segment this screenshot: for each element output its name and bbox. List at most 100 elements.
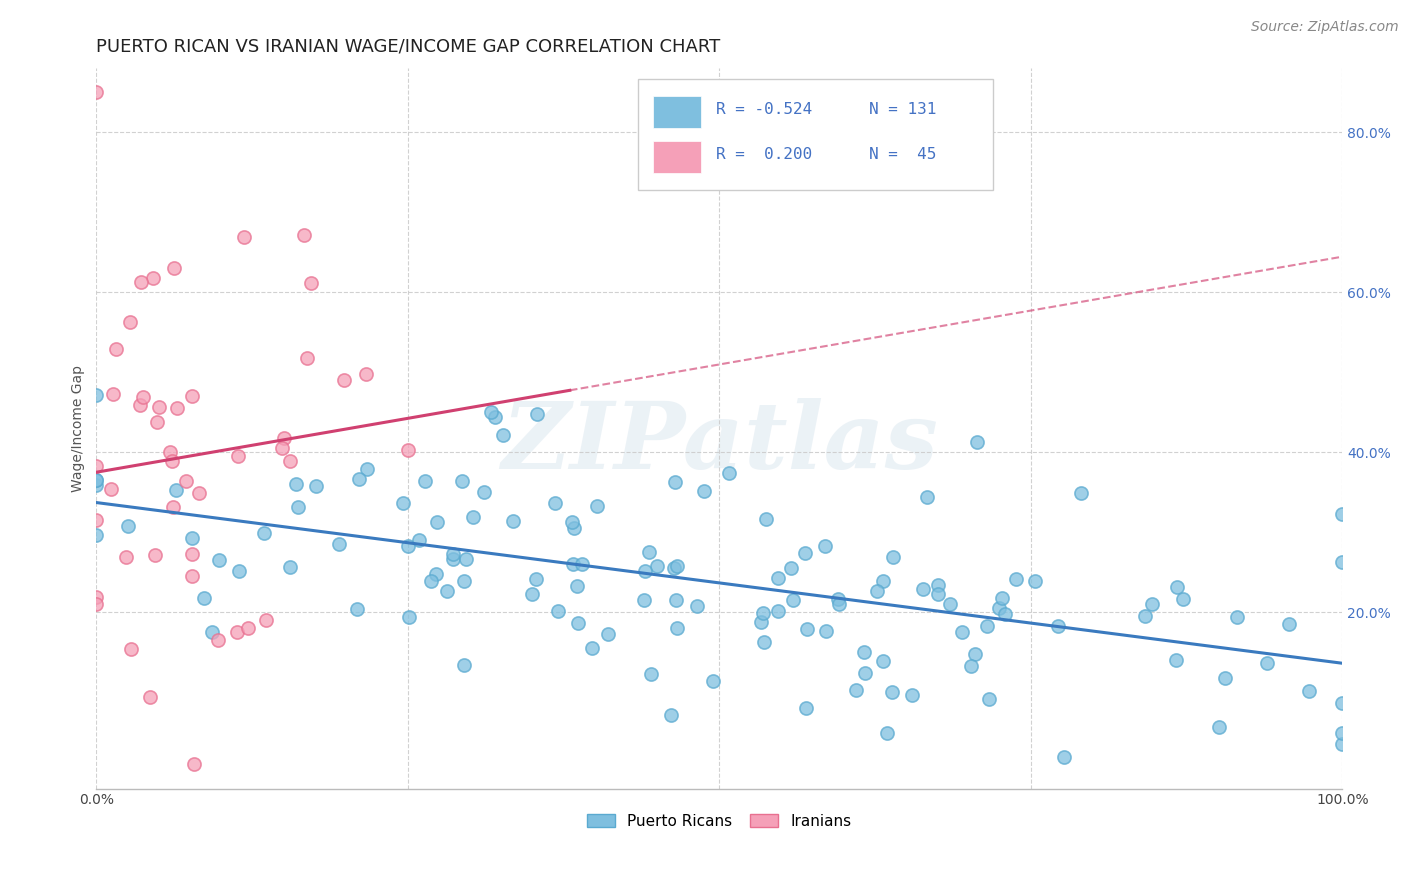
Point: [176, 474, 198, 488]
Point: [780, 561, 803, 575]
Point: [226, 624, 249, 639]
Point: [142, 271, 165, 285]
Point: [484, 410, 506, 425]
Point: [114, 550, 136, 565]
Point: [686, 599, 709, 614]
Point: [396, 539, 419, 553]
Point: [454, 551, 477, 566]
Point: [1331, 555, 1354, 569]
Point: [346, 602, 368, 616]
Point: [120, 315, 142, 329]
Point: [1225, 610, 1247, 624]
Point: [693, 483, 716, 498]
Point: [755, 512, 778, 526]
Point: [520, 587, 543, 601]
Point: [479, 405, 502, 419]
Point: [1140, 597, 1163, 611]
Point: [86, 474, 108, 488]
Point: [193, 591, 215, 606]
Text: ZIPatlas: ZIPatlas: [501, 398, 938, 488]
Point: [915, 490, 938, 504]
Point: [1164, 653, 1187, 667]
Point: [814, 624, 837, 639]
Point: [453, 574, 475, 589]
Point: [305, 479, 328, 493]
Point: [86, 528, 108, 542]
Point: [181, 531, 204, 545]
Point: [254, 613, 277, 627]
Point: [567, 615, 589, 630]
Point: [1331, 507, 1354, 521]
Point: [86, 597, 108, 611]
Point: [526, 407, 548, 421]
Point: [638, 545, 661, 559]
Text: R = -0.524: R = -0.524: [716, 102, 811, 117]
Point: [86, 477, 108, 491]
Point: [647, 559, 669, 574]
Point: [86, 388, 108, 402]
Point: [441, 547, 464, 561]
Point: [165, 483, 187, 498]
Point: [472, 485, 495, 500]
Point: [596, 626, 619, 640]
Point: [991, 591, 1014, 605]
Point: [912, 582, 935, 597]
Point: [441, 551, 464, 566]
Point: [634, 564, 657, 578]
Point: [426, 516, 449, 530]
Point: [117, 518, 139, 533]
Point: [665, 621, 688, 635]
Point: [129, 275, 152, 289]
Point: [1331, 726, 1354, 740]
Point: [987, 600, 1010, 615]
Point: [702, 673, 724, 688]
Point: [796, 622, 818, 636]
Point: [564, 521, 586, 535]
Text: PUERTO RICAN VS IRANIAN WAGE/INCOME GAP CORRELATION CHART: PUERTO RICAN VS IRANIAN WAGE/INCOME GAP …: [97, 37, 721, 55]
Point: [425, 567, 447, 582]
Point: [665, 593, 688, 607]
Point: [950, 625, 973, 640]
Point: [128, 398, 150, 412]
Point: [253, 525, 276, 540]
Point: [333, 373, 356, 387]
Point: [420, 574, 443, 589]
Point: [354, 368, 377, 382]
Point: [232, 230, 254, 244]
Point: [927, 587, 949, 601]
Point: [581, 640, 603, 655]
Point: [492, 428, 515, 442]
Point: [938, 597, 960, 611]
Point: [86, 590, 108, 604]
Point: [659, 707, 682, 722]
Point: [963, 647, 986, 661]
Point: [287, 500, 309, 515]
Point: [502, 514, 524, 528]
Point: [561, 558, 583, 572]
Point: [966, 434, 988, 449]
Point: [976, 619, 998, 633]
Point: [408, 533, 430, 547]
Point: [571, 557, 593, 571]
Point: [101, 386, 124, 401]
Point: [396, 442, 419, 457]
FancyBboxPatch shape: [638, 78, 994, 191]
Point: [148, 400, 170, 414]
Point: [183, 756, 205, 771]
FancyBboxPatch shape: [654, 141, 700, 173]
Point: [633, 593, 655, 607]
Point: [876, 726, 898, 740]
Point: [1298, 683, 1320, 698]
Point: [398, 610, 420, 624]
Point: [1053, 749, 1076, 764]
Point: [180, 548, 202, 562]
Point: [162, 500, 184, 514]
Point: [228, 564, 250, 578]
Point: [143, 548, 166, 562]
Point: [238, 621, 260, 635]
Point: [86, 513, 108, 527]
Point: [273, 431, 295, 445]
Point: [415, 474, 437, 488]
Point: [828, 597, 851, 611]
Point: [453, 657, 475, 672]
